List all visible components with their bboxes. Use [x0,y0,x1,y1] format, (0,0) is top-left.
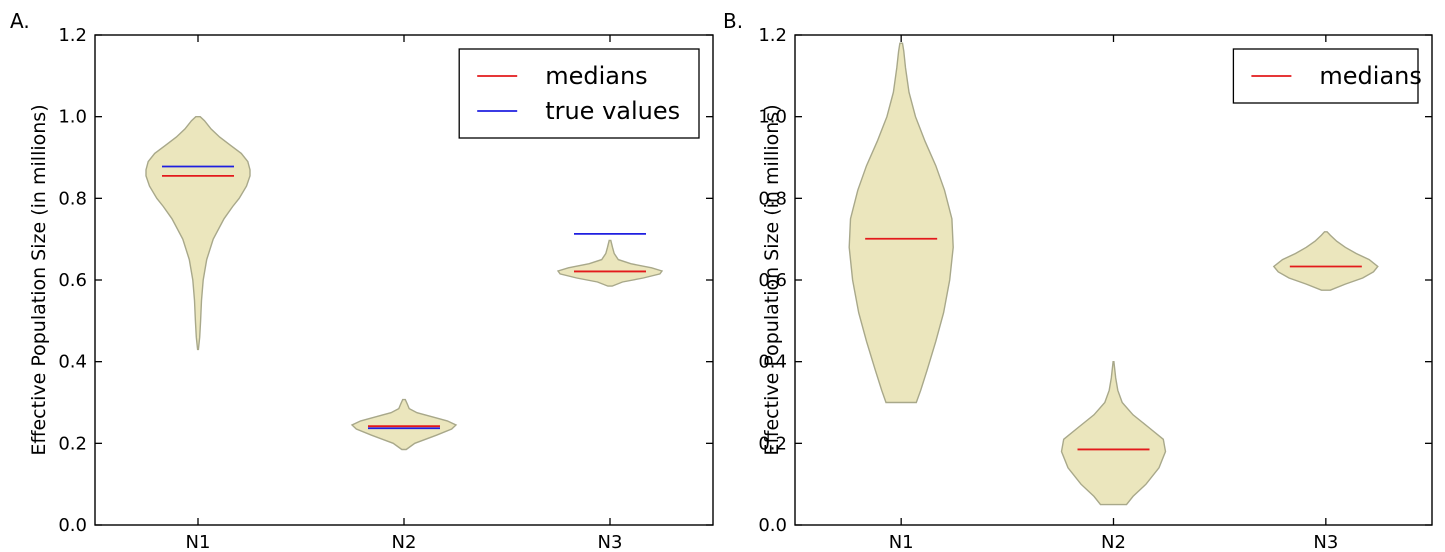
legend-label: medians [1319,62,1421,90]
x-tick-label: N3 [1313,532,1338,552]
y-axis-title: Effective Population Size (in millions) [28,104,50,455]
y-tick-label: 0.8 [758,188,787,209]
panel-label: B. [723,9,743,33]
y-tick-label: 0.0 [758,515,787,536]
x-tick-label: N1 [889,532,914,552]
x-tick-label: N1 [186,532,211,552]
y-tick-label: 0.6 [58,270,87,291]
x-tick-label: N3 [598,532,623,552]
y-tick-label: 0.4 [58,352,87,373]
plot-frame [794,34,1433,526]
y-tick-label: 0.6 [758,270,787,291]
violin-n1 [145,116,251,351]
y-tick-label: 1.2 [58,25,87,46]
panel-label: A. [10,9,30,33]
plot-frame [94,34,714,526]
legend-label: medians [545,62,647,90]
legend-label: true values [545,97,680,125]
y-tick-label: 0.2 [758,433,787,454]
legend: medians [1232,48,1422,104]
x-tick-label: N2 [1101,532,1126,552]
y-tick-label: 0.2 [58,433,87,454]
violin-n3 [556,239,664,287]
y-tick-label: 0.8 [58,188,87,209]
y-tick-label: 1.0 [758,107,787,128]
y-tick-label: 1.2 [758,25,787,46]
violin-n2 [1060,361,1167,506]
y-axis-title: Effective Population Size (in millions) [761,104,783,455]
y-tick-label: 1.0 [58,107,87,128]
y-tick-label: 0.4 [758,352,787,373]
y-tick-label: 0.0 [58,515,87,536]
violin-n1 [848,42,954,404]
legend-box [458,48,700,139]
violin-n3 [1272,231,1379,291]
violin-n2 [350,398,458,451]
chart-panel-b: B. 0.0 0.2 0.4 0.6 0.8 1.0 1.2 N1 N2 N3 Effective P… [723,9,1433,552]
x-tick-label: N2 [392,532,417,552]
legend: medians true values [458,48,700,139]
chart-panel-a: A. 0.0 0.2 0.4 0.6 0.8 1.0 1.2 N1 N2 N3 Effective P… [10,9,714,552]
